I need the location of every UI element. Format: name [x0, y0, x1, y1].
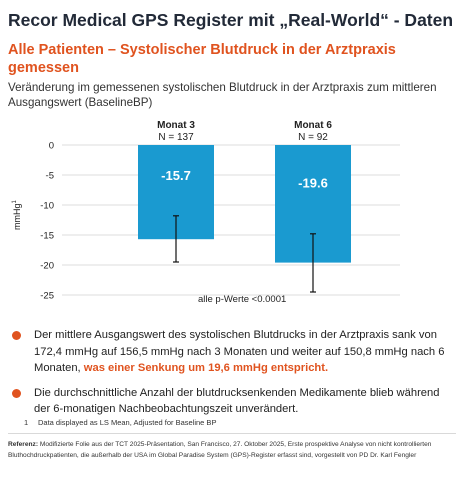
bullet-item-1: Der mittlere Ausgangswert des systolisch… — [8, 327, 458, 377]
bar-value-label: -15.7 — [161, 168, 191, 183]
footnote: 1 Data displayed as LS Mean, Adjusted for… — [24, 418, 216, 427]
reference-label: Referenz: — [8, 441, 39, 448]
category-label: Monat 6 — [294, 120, 332, 131]
chart-description: Veränderung im gemessenen systolischen B… — [8, 81, 437, 109]
reference: Referenz: Modifizierte Folie aus der TCT… — [8, 440, 458, 461]
y-tick-label: -20 — [40, 261, 54, 272]
bullet-text-1: Der mittlere Ausgangswert des systolisch… — [34, 329, 445, 374]
y-tick-label: 0 — [49, 141, 54, 152]
y-axis-label-text: mmHg — [12, 204, 22, 231]
error-bars — [173, 215, 316, 293]
bar-value-label: -19.6 — [298, 176, 328, 191]
divider — [8, 433, 456, 434]
page-subtitle: Alle Patienten – Systolischer Blutdruck … — [8, 42, 396, 76]
n-label: N = 137 — [158, 132, 194, 143]
bars — [138, 145, 351, 263]
reference-text: Modifizierte Folie aus der TCT 2025-Präs… — [8, 441, 432, 459]
y-tick-label: -5 — [46, 171, 54, 182]
bullet-item-2: Die durchschnittliche Anzahl der blutdru… — [8, 385, 458, 418]
y-tick-label: -10 — [40, 201, 54, 212]
y-tick-label: -15 — [40, 231, 54, 242]
y-axis-label: mmHg1 — [12, 200, 22, 231]
bullet-text-2: Die durchschnittliche Anzahl der blutdru… — [34, 386, 440, 416]
n-label: N = 92 — [298, 132, 328, 143]
bullet-dot — [12, 388, 21, 398]
category-label: Monat 3 — [157, 120, 195, 131]
y-axis-ticks: 0 -5 -10 -15 -20 -25 — [40, 141, 54, 302]
bar-chart: 0 -5 -10 -15 -20 -25 -15.7 Monat 3N = 137 -19.6… — [12, 120, 400, 305]
p-value-annotation: alle p-Werte <0.0001 — [198, 294, 286, 305]
y-tick-label: -25 — [40, 291, 54, 302]
bullet-dot — [12, 331, 21, 340]
bullet-highlight-1: was einer Senkung um 19,6 mmHg entsprich… — [83, 362, 329, 374]
bar-labels: -15.7 Monat 3N = 137 -19.6 Monat 6N = 92 — [157, 120, 332, 191]
y-axis-label-sup: 1 — [12, 200, 18, 204]
page-title: Recor Medical GPS Register mit „Real-Wor… — [8, 10, 454, 30]
bullet-list: Der mittlere Ausgangswert des systolisch… — [8, 327, 458, 426]
footnote-number: 1 — [24, 418, 29, 427]
footnote-text: Data displayed as LS Mean, Adjusted for … — [38, 418, 217, 427]
